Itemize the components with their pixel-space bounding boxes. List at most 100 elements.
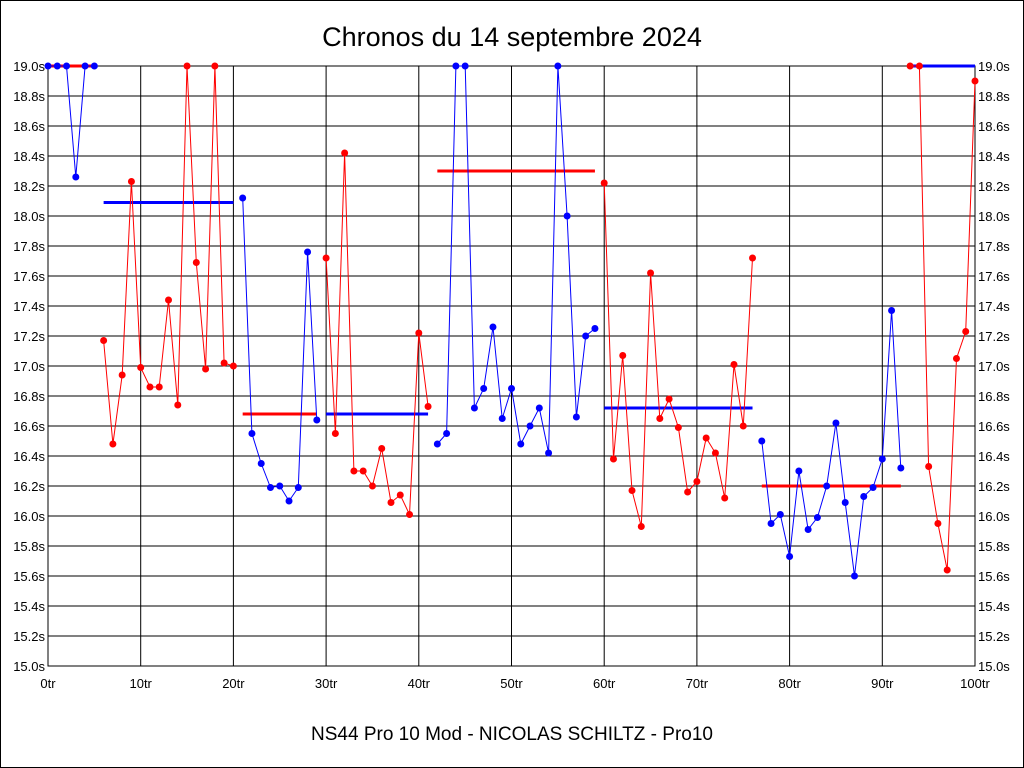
data-point (350, 467, 358, 475)
data-point (368, 482, 376, 490)
y-tick-label-left: 18.6s (13, 119, 45, 134)
y-tick-label-right: 15.8s (978, 539, 1010, 554)
data-point (53, 62, 61, 70)
x-tick-label: 10tr (129, 676, 152, 691)
x-tick-label: 0tr (40, 676, 56, 691)
data-point (276, 482, 284, 490)
data-point (767, 520, 775, 527)
data-point (795, 467, 803, 475)
plot-border (47, 65, 976, 667)
data-point (535, 404, 543, 412)
y-tick-label-left: 17.8s (13, 239, 45, 254)
data-point (378, 445, 386, 452)
data-point (841, 499, 849, 506)
data-point (600, 179, 608, 187)
data-point (127, 178, 135, 185)
data-point (424, 403, 432, 410)
data-point (81, 62, 89, 70)
chart-title: Chronos du 14 septembre 2024 (322, 22, 702, 52)
y-tick-label-right: 19.0s (978, 59, 1010, 74)
y-tick-label-right: 18.4s (978, 149, 1010, 164)
data-point (925, 463, 933, 470)
data-point (155, 383, 163, 391)
y-tick-label-right: 17.0s (978, 359, 1010, 374)
data-point (192, 259, 200, 266)
series-red (100, 62, 237, 448)
y-tick-label-left: 15.0s (13, 659, 45, 674)
y-axis-right: 15.0s 15.2s 15.4s 15.6s 15.8s 16.0s 16.2s 16.4s… (978, 59, 1010, 674)
data-point (832, 419, 840, 427)
data-point (647, 269, 655, 277)
x-tick-label: 20tr (222, 676, 245, 691)
y-tick-label-right: 15.6s (978, 569, 1010, 584)
data-point (443, 430, 451, 437)
series-blue (758, 307, 905, 580)
x-tick-label: 90tr (871, 676, 894, 691)
x-tick-label: 40tr (408, 676, 431, 691)
y-tick-label-left: 17.6s (13, 269, 45, 284)
data-point (637, 523, 645, 530)
data-point (823, 482, 831, 490)
data-point (174, 401, 182, 409)
y-tick-label-left: 17.2s (13, 329, 45, 344)
data-point (897, 464, 905, 472)
data-point (674, 424, 682, 431)
data-point (758, 437, 766, 445)
y-tick-label-right: 17.8s (978, 239, 1010, 254)
y-tick-label-right: 18.2s (978, 179, 1010, 194)
data-point (813, 514, 821, 521)
data-point (248, 430, 256, 437)
y-tick-label-right: 15.0s (978, 659, 1010, 674)
data-point (100, 337, 108, 344)
chart-footer: NS44 Pro 10 Mod - NICOLAS SCHILTZ - Pro1… (311, 724, 713, 745)
series-line-blue (761, 310, 902, 577)
data-point (313, 416, 321, 424)
data-point (406, 511, 414, 518)
y-tick-label-right: 16.4s (978, 449, 1010, 464)
data-point (962, 328, 970, 335)
data-point (915, 62, 923, 70)
data-point (804, 526, 812, 533)
data-point (63, 62, 71, 70)
data-point (786, 553, 794, 560)
data-point (749, 254, 757, 262)
data-point (517, 440, 525, 448)
data-point (508, 385, 515, 392)
y-tick-label-right: 16.8s (978, 389, 1010, 404)
data-point (971, 77, 979, 85)
data-point (165, 296, 173, 304)
data-point (591, 325, 599, 332)
data-point (257, 460, 265, 467)
data-point (137, 364, 145, 371)
data-point (470, 404, 478, 412)
series-blue (44, 62, 98, 181)
data-point (711, 449, 719, 457)
y-tick-label-right: 17.6s (978, 269, 1010, 284)
y-tick-label-right: 17.4s (978, 299, 1010, 314)
data-point (229, 362, 237, 370)
data-point (860, 493, 868, 500)
data-point (609, 455, 617, 463)
data-point (415, 329, 423, 337)
data-point (702, 434, 710, 442)
y-tick-label-left: 16.0s (13, 509, 45, 524)
x-tick-label: 80tr (778, 676, 801, 691)
data-point (684, 488, 692, 496)
data-point (118, 371, 126, 379)
data-point (387, 499, 395, 506)
data-point (878, 455, 886, 463)
data-point (943, 566, 951, 574)
data-point (665, 395, 673, 403)
data-point (888, 307, 896, 314)
y-tick-label-left: 16.8s (13, 389, 45, 404)
data-point (545, 449, 553, 457)
data-point (211, 62, 219, 70)
series-line-red (325, 152, 429, 515)
data-point (433, 440, 441, 448)
data-point (285, 497, 293, 505)
series-blue (433, 62, 599, 457)
series-line-red (910, 65, 976, 571)
y-tick-label-right: 16.0s (978, 509, 1010, 524)
data-point (294, 484, 302, 491)
data-point (489, 323, 497, 331)
